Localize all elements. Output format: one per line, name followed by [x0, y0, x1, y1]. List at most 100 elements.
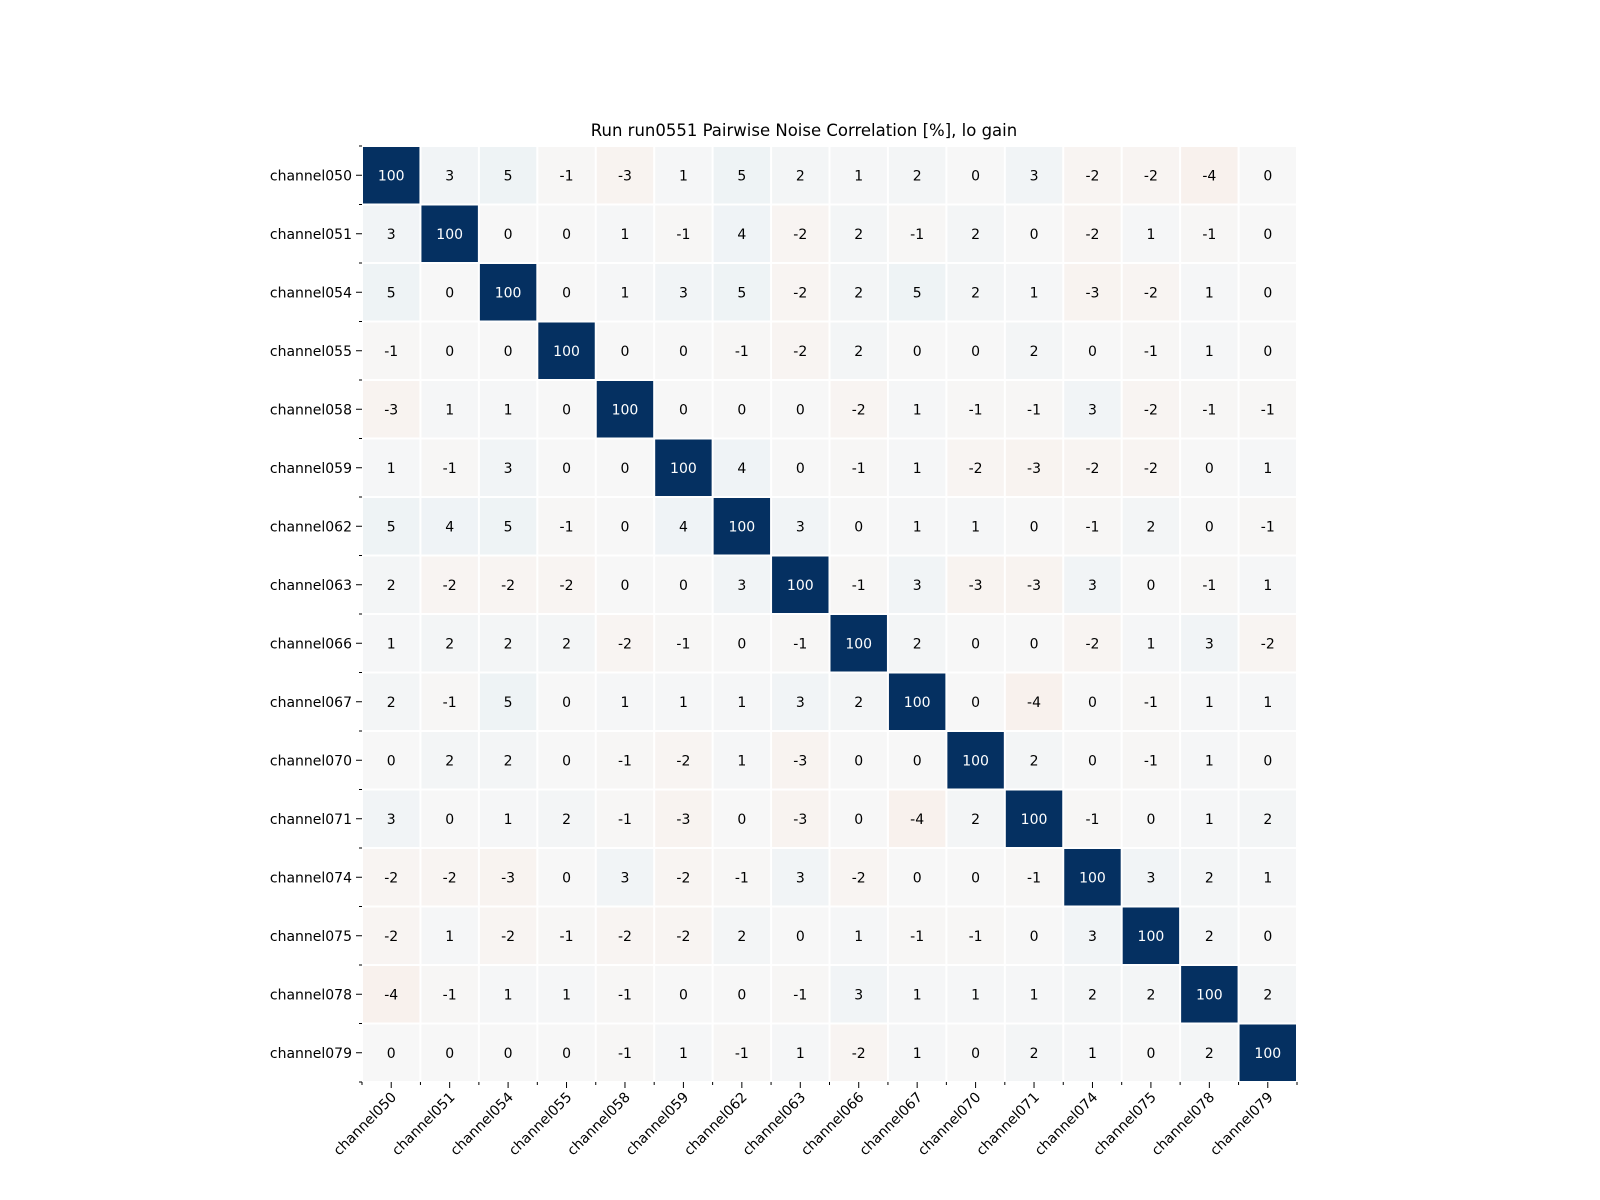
cell-value-label: 1 [1205, 344, 1214, 360]
heatmap-cell [596, 264, 654, 321]
heatmap-cell [713, 849, 771, 906]
cell-value-label: 100 [728, 519, 755, 535]
cell-value-label: 0 [971, 344, 980, 360]
heatmap-cell [1005, 907, 1063, 964]
heatmap-cell [479, 381, 537, 438]
heatmap-cell [596, 673, 654, 730]
y-tick-label: channel054 [270, 285, 352, 301]
cells-layer: 100 3 5 -1 -3 1 5 2 1 2 0 3 -2 -2 -4 03 100 0 0 1 -1 4 -2 2 -1 2 0… [363, 147, 1296, 1081]
heatmap-cell [363, 790, 420, 847]
cell-value-label: 100 [1254, 1046, 1281, 1062]
cell-value-label: 2 [1205, 1046, 1214, 1062]
cell-value-label: 0 [971, 168, 980, 184]
heatmap-cell [947, 322, 1004, 379]
cell-value-label: -1 [1261, 402, 1275, 418]
cell-value-label: 5 [387, 285, 396, 301]
cell-value-label: 2 [1263, 987, 1272, 1003]
heatmap-cell [888, 381, 946, 438]
heatmap-cell [479, 264, 537, 321]
heatmap-cell [479, 439, 537, 496]
heatmap-cell [830, 498, 887, 555]
heatmap-cell [1064, 264, 1121, 321]
cell-value-label: -2 [384, 929, 398, 945]
y-tick-label: channel059 [270, 461, 352, 477]
cell-value-label: 3 [1205, 636, 1214, 652]
heatmap-cell [772, 556, 829, 613]
y-tick-label: channel067 [270, 695, 352, 711]
cell-value-label: 3 [1088, 929, 1097, 945]
cell-value-label: 3 [737, 578, 746, 594]
heatmap-cell [1064, 381, 1121, 438]
heatmap-cell [596, 498, 654, 555]
heatmap-cell [1005, 381, 1063, 438]
heatmap-cell [947, 264, 1004, 321]
heatmap-cell [1122, 264, 1180, 321]
heatmap-cell [772, 966, 829, 1023]
heatmap-cell [421, 322, 478, 379]
cell-value-label: -2 [501, 929, 515, 945]
cell-value-label: 2 [737, 929, 746, 945]
cell-value-label: -2 [1144, 285, 1158, 301]
heatmap-cell [421, 790, 478, 847]
heatmap-cell [713, 498, 771, 555]
heatmap-cell [713, 790, 771, 847]
heatmap-cell [1239, 673, 1296, 730]
heatmap-cell [538, 673, 595, 730]
cell-value-label: -2 [852, 870, 866, 886]
heatmap-cell [1122, 556, 1180, 613]
heatmap-cell [655, 147, 712, 204]
cell-value-label: 100 [1138, 929, 1165, 945]
cell-value-label: 2 [1030, 1046, 1039, 1062]
cell-value-label: -1 [969, 402, 983, 418]
cell-value-label: 3 [1146, 870, 1155, 886]
cell-value-label: 0 [971, 1046, 980, 1062]
cell-value-label: 0 [1088, 344, 1097, 360]
cell-value-label: -3 [501, 870, 515, 886]
cell-value-label: 4 [679, 519, 688, 535]
heatmap-cell [713, 322, 771, 379]
cell-value-label: 0 [1263, 285, 1272, 301]
cell-value-label: 2 [971, 812, 980, 828]
cell-value-label: 0 [1263, 227, 1272, 243]
cell-value-label: 5 [387, 519, 396, 535]
cell-value-label: 0 [562, 870, 571, 886]
heatmap-cell [1122, 439, 1180, 496]
heatmap-cell [1064, 1024, 1121, 1081]
cell-value-label: 1 [1263, 578, 1272, 594]
cell-value-label: 2 [504, 753, 513, 769]
cell-value-label: 2 [1205, 870, 1214, 886]
y-tick-label: channel075 [270, 929, 352, 945]
cell-value-label: 3 [1088, 578, 1097, 594]
heatmap-cell [655, 439, 712, 496]
heatmap-cell [363, 556, 420, 613]
heatmap-cell [1005, 322, 1063, 379]
cell-value-label: 1 [737, 753, 746, 769]
heatmap-cell [479, 1024, 537, 1081]
heatmap-cell [1064, 732, 1121, 789]
cell-value-label: 0 [621, 344, 630, 360]
cell-value-label: 100 [553, 344, 580, 360]
cell-value-label: -2 [852, 402, 866, 418]
cell-value-label: 0 [504, 227, 513, 243]
cell-value-label: 0 [387, 1046, 396, 1062]
cell-value-label: 2 [1088, 987, 1097, 1003]
cell-value-label: 3 [796, 870, 805, 886]
cell-value-label: -1 [618, 987, 632, 1003]
cell-value-label: -4 [384, 987, 398, 1003]
y-tick-label: channel070 [270, 753, 352, 769]
y-tick-label: channel063 [270, 578, 352, 594]
cell-value-label: 2 [1030, 344, 1039, 360]
heatmap-cell [479, 322, 537, 379]
heatmap-cell [596, 849, 654, 906]
cell-value-label: 3 [387, 227, 396, 243]
heatmap-cell [1181, 849, 1238, 906]
heatmap-cell [830, 439, 887, 496]
cell-value-label: -2 [852, 1046, 866, 1062]
heatmap-cell [1064, 615, 1121, 672]
cell-value-label: -3 [793, 753, 807, 769]
cell-value-label: -2 [1085, 168, 1099, 184]
cell-value-label: 1 [913, 519, 922, 535]
cell-value-label: 100 [1079, 870, 1106, 886]
heatmap-cell [1005, 966, 1063, 1023]
